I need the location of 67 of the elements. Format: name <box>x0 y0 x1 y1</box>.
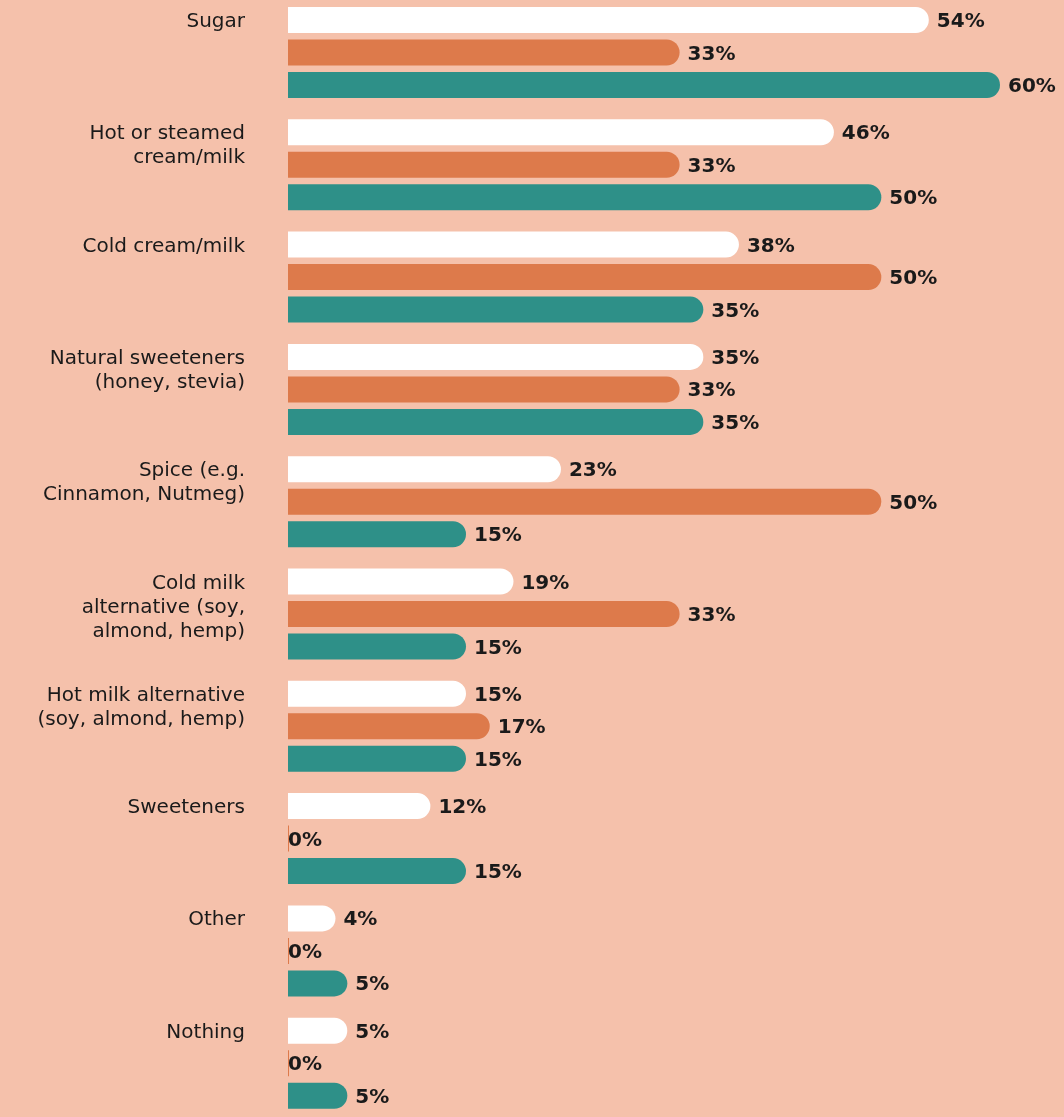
data-label: 50% <box>889 265 938 290</box>
data-label: 0% <box>288 826 322 851</box>
data-label: 5% <box>355 1083 390 1108</box>
bar <box>288 1082 348 1109</box>
y-tick-label: Sweeteners <box>127 794 245 819</box>
bar <box>288 456 561 483</box>
bar <box>288 633 466 660</box>
bar <box>288 970 348 997</box>
y-tick-label: Nothing <box>166 1018 245 1043</box>
data-label: 35% <box>711 409 760 434</box>
data-label: 35% <box>711 344 760 369</box>
bar <box>288 376 680 403</box>
data-label: 0% <box>288 1051 322 1076</box>
data-label: 19% <box>521 569 570 594</box>
bar <box>288 745 466 772</box>
bar <box>288 39 680 66</box>
data-label: 15% <box>474 634 522 659</box>
bar <box>288 151 680 178</box>
bar <box>288 1017 348 1044</box>
bar <box>288 343 704 370</box>
bar <box>288 858 466 885</box>
y-tick-label: Spice (e.g. Cinnamon, Nutmeg) <box>42 457 245 506</box>
data-label: 33% <box>687 377 736 402</box>
data-label: 33% <box>687 40 736 65</box>
data-label: 50% <box>889 185 938 210</box>
bar <box>288 488 882 515</box>
data-label: 4% <box>343 906 378 931</box>
bar <box>288 231 739 258</box>
bar <box>288 680 466 707</box>
data-label: 5% <box>355 971 390 996</box>
data-label: 54% <box>936 8 985 32</box>
bar <box>288 72 1000 98</box>
data-label: 60% <box>1008 73 1056 97</box>
bar <box>288 568 514 595</box>
y-tick-label: Hot milk alternative (soy, almond, hemp) <box>37 681 245 730</box>
data-label: 38% <box>746 232 795 257</box>
bar <box>288 905 336 932</box>
data-label: 33% <box>687 602 736 626</box>
data-label: 15% <box>474 746 522 771</box>
bar <box>288 521 466 548</box>
data-label: 33% <box>687 152 736 177</box>
bar <box>288 184 882 211</box>
data-label: 46% <box>841 120 890 145</box>
bar <box>288 793 431 820</box>
y-tick-label: Cold milk alternative (soy, almond, hemp) <box>81 569 246 642</box>
data-label: 12% <box>438 794 487 819</box>
bar <box>288 119 834 146</box>
bar <box>288 601 680 627</box>
bar <box>288 7 929 33</box>
data-label: 5% <box>355 1018 390 1043</box>
bar <box>288 296 704 323</box>
data-label: 50% <box>889 489 938 514</box>
data-label: 15% <box>474 681 522 706</box>
data-label: 23% <box>568 457 617 482</box>
data-label: 0% <box>288 938 322 963</box>
y-tick-label: Cold cream/milk <box>82 232 246 257</box>
y-tick-label: Hot or steamed cream/milk <box>89 120 246 169</box>
data-label: 15% <box>474 522 522 547</box>
y-tick-label: Natural sweeteners (honey, stevia) <box>49 344 245 393</box>
bar <box>288 713 490 740</box>
data-label: 15% <box>474 859 522 884</box>
y-tick-label: Sugar <box>186 8 246 32</box>
bar <box>288 264 882 291</box>
y-tick-label: Other <box>188 906 246 931</box>
data-label: 17% <box>497 714 546 739</box>
data-label: 35% <box>711 297 760 322</box>
bar <box>288 408 704 435</box>
